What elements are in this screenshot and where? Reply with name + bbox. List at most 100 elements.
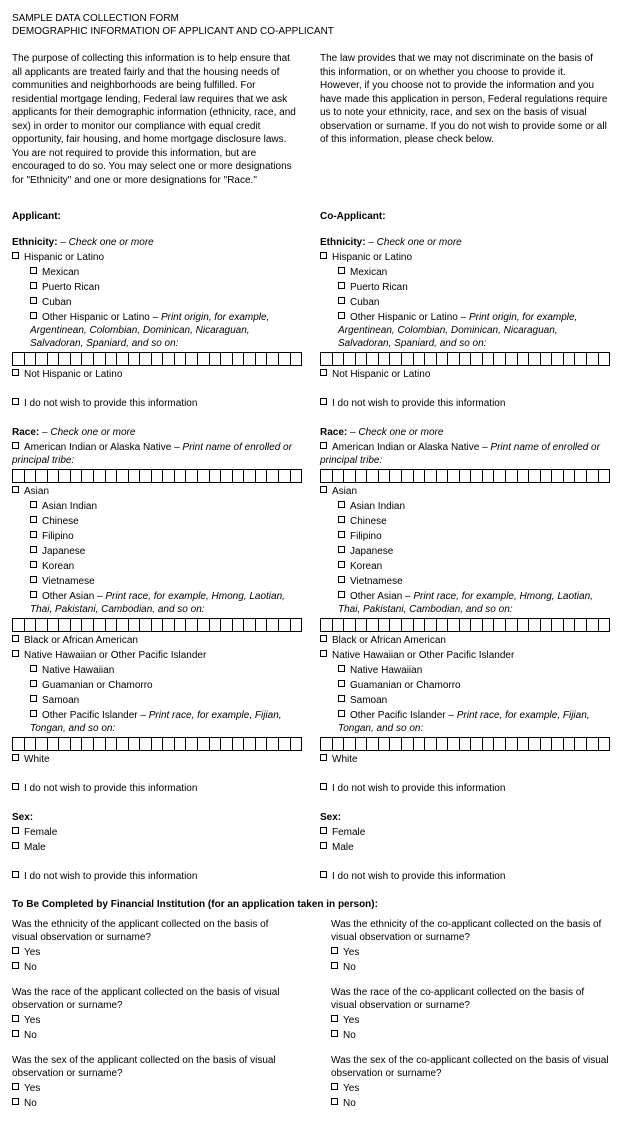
- co-mexican-checkbox[interactable]: [338, 267, 345, 274]
- co-nhpi-checkbox[interactable]: [320, 650, 327, 657]
- fi-app-eth-no-checkbox[interactable]: [12, 962, 19, 969]
- fi-app-eth-yes-checkbox[interactable]: [12, 947, 19, 954]
- co-eth-noinfo-checkbox[interactable]: [320, 398, 327, 405]
- app-korean-checkbox[interactable]: [30, 561, 37, 568]
- app-other-pi-checkbox[interactable]: [30, 710, 37, 717]
- co-asian-checkbox[interactable]: [320, 486, 327, 493]
- fi-co-eth-no-checkbox[interactable]: [331, 962, 338, 969]
- co-guamanian-checkbox[interactable]: [338, 680, 345, 687]
- co-puerto-rican-label: Puerto Rican: [350, 282, 408, 293]
- app-white-checkbox[interactable]: [12, 754, 19, 761]
- app-ethnicity-heading: Ethnicity: – Check one or more: [12, 236, 302, 249]
- fi-co-race-question: Was the race of the co-applicant collect…: [331, 986, 610, 1012]
- app-asian-checkbox[interactable]: [12, 486, 19, 493]
- fi-applicant-column: Was the ethnicity of the applicant colle…: [12, 918, 291, 1122]
- app-japanese-checkbox[interactable]: [30, 546, 37, 553]
- app-nhpi-checkbox[interactable]: [12, 650, 19, 657]
- co-other-pi-checkbox[interactable]: [338, 710, 345, 717]
- app-asian-indian-checkbox[interactable]: [30, 501, 37, 508]
- co-guamanian-label: Guamanian or Chamorro: [350, 680, 461, 691]
- co-native-hawaiian-checkbox[interactable]: [338, 665, 345, 672]
- co-hispanic-checkbox[interactable]: [320, 252, 327, 259]
- co-white-checkbox[interactable]: [320, 754, 327, 761]
- app-sex-noinfo-checkbox[interactable]: [12, 871, 19, 878]
- fi-co-race-no-checkbox[interactable]: [331, 1030, 338, 1037]
- app-vietnamese-checkbox[interactable]: [30, 576, 37, 583]
- app-aian-checkbox[interactable]: [12, 442, 19, 449]
- app-female-label: Female: [24, 827, 57, 838]
- fi-co-sex-no-checkbox[interactable]: [331, 1098, 338, 1105]
- app-cuban-checkbox[interactable]: [30, 297, 37, 304]
- co-other-hispanic-input-boxes[interactable]: [320, 352, 610, 366]
- co-samoan-checkbox[interactable]: [338, 695, 345, 702]
- app-race-noinfo-checkbox[interactable]: [12, 783, 19, 790]
- app-filipino-checkbox[interactable]: [30, 531, 37, 538]
- fi-app-race-no-checkbox[interactable]: [12, 1030, 19, 1037]
- app-other-hispanic-checkbox[interactable]: [30, 312, 37, 319]
- form-title-1: SAMPLE DATA COLLECTION FORM: [12, 12, 610, 25]
- co-male-checkbox[interactable]: [320, 842, 327, 849]
- app-japanese-label: Japanese: [42, 546, 85, 557]
- fi-co-sex-question: Was the sex of the co-applicant collecte…: [331, 1054, 610, 1080]
- app-not-hispanic-checkbox[interactable]: [12, 369, 19, 376]
- app-mexican-checkbox[interactable]: [30, 267, 37, 274]
- app-black-label: Black or African American: [24, 635, 138, 646]
- co-other-asian-checkbox[interactable]: [338, 591, 345, 598]
- co-black-checkbox[interactable]: [320, 635, 327, 642]
- app-other-asian-checkbox[interactable]: [30, 591, 37, 598]
- co-japanese-label: Japanese: [350, 546, 393, 557]
- co-sex-noinfo-checkbox[interactable]: [320, 871, 327, 878]
- fi-co-eth-yes-checkbox[interactable]: [331, 947, 338, 954]
- co-aian-input-boxes[interactable]: [320, 469, 610, 483]
- co-vietnamese-checkbox[interactable]: [338, 576, 345, 583]
- co-cuban-checkbox[interactable]: [338, 297, 345, 304]
- co-other-pi-input-boxes[interactable]: [320, 737, 610, 751]
- co-asian-indian-checkbox[interactable]: [338, 501, 345, 508]
- co-race-noinfo-checkbox[interactable]: [320, 783, 327, 790]
- app-korean-label: Korean: [42, 561, 74, 572]
- co-other-hispanic-checkbox[interactable]: [338, 312, 345, 319]
- co-not-hispanic-checkbox[interactable]: [320, 369, 327, 376]
- app-aian-input-boxes[interactable]: [12, 469, 302, 483]
- co-sex-heading: Sex:: [320, 811, 610, 824]
- app-chinese-checkbox[interactable]: [30, 516, 37, 523]
- app-native-hawaiian-label: Native Hawaiian: [42, 665, 114, 676]
- fi-co-eth-no-label: No: [343, 962, 356, 973]
- co-female-checkbox[interactable]: [320, 827, 327, 834]
- app-native-hawaiian-checkbox[interactable]: [30, 665, 37, 672]
- app-other-hispanic-label: Other Hispanic or Latino –: [42, 312, 161, 323]
- app-guamanian-checkbox[interactable]: [30, 680, 37, 687]
- app-black-checkbox[interactable]: [12, 635, 19, 642]
- app-puerto-rican-checkbox[interactable]: [30, 282, 37, 289]
- co-puerto-rican-checkbox[interactable]: [338, 282, 345, 289]
- app-eth-noinfo-checkbox[interactable]: [12, 398, 19, 405]
- co-vietnamese-label: Vietnamese: [350, 576, 403, 587]
- app-female-checkbox[interactable]: [12, 827, 19, 834]
- co-nhpi-label: Native Hawaiian or Other Pacific Islande…: [332, 650, 514, 661]
- app-race-noinfo-label: I do not wish to provide this informatio…: [24, 783, 197, 794]
- fi-app-sex-no-checkbox[interactable]: [12, 1098, 19, 1105]
- co-filipino-checkbox[interactable]: [338, 531, 345, 538]
- app-sex-noinfo-label: I do not wish to provide this informatio…: [24, 871, 197, 882]
- app-samoan-checkbox[interactable]: [30, 695, 37, 702]
- app-hispanic-checkbox[interactable]: [12, 252, 19, 259]
- app-other-hispanic-input-boxes[interactable]: [12, 352, 302, 366]
- co-korean-checkbox[interactable]: [338, 561, 345, 568]
- app-asian-indian-label: Asian Indian: [42, 501, 97, 512]
- co-aian-checkbox[interactable]: [320, 442, 327, 449]
- fi-app-race-yes-checkbox[interactable]: [12, 1015, 19, 1022]
- fi-co-race-no-label: No: [343, 1030, 356, 1041]
- demographic-columns: Applicant:Ethnicity: – Check one or more…: [12, 205, 610, 885]
- co-other-asian-input-boxes[interactable]: [320, 618, 610, 632]
- fi-co-race-yes-checkbox[interactable]: [331, 1015, 338, 1022]
- co-japanese-checkbox[interactable]: [338, 546, 345, 553]
- fi-app-sex-yes-checkbox[interactable]: [12, 1083, 19, 1090]
- fi-co-sex-yes-checkbox[interactable]: [331, 1083, 338, 1090]
- app-male-checkbox[interactable]: [12, 842, 19, 849]
- app-other-pi-input-boxes[interactable]: [12, 737, 302, 751]
- app-race-heading: Race: – Check one or more: [12, 426, 302, 439]
- app-not-hispanic-label: Not Hispanic or Latino: [24, 369, 122, 380]
- app-other-asian-input-boxes[interactable]: [12, 618, 302, 632]
- co-chinese-checkbox[interactable]: [338, 516, 345, 523]
- app-nhpi-label: Native Hawaiian or Other Pacific Islande…: [24, 650, 206, 661]
